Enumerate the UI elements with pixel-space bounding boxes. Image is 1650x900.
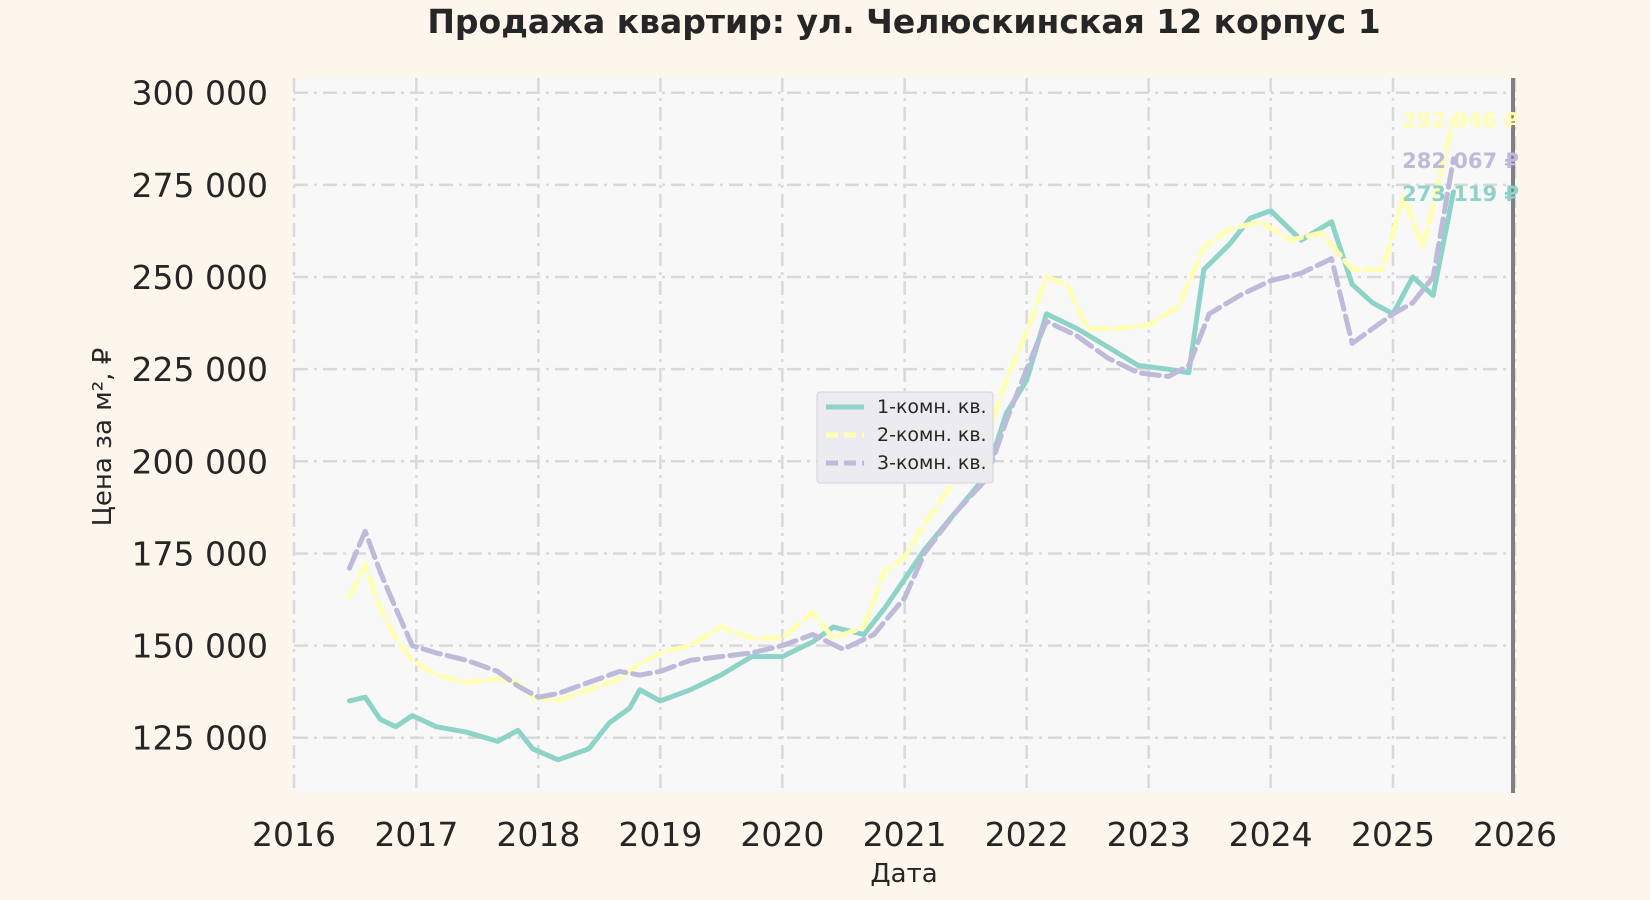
series-end-label: 273 119 ₽ — [1402, 182, 1519, 206]
series-end-label: 282 067 ₽ — [1402, 149, 1519, 173]
y-tick-label: 150 000 — [132, 627, 268, 666]
x-tick-label: 2022 — [985, 815, 1069, 854]
y-tick-label: 175 000 — [132, 534, 268, 573]
legend-label: 3-комн. кв. — [877, 452, 987, 474]
y-axis: 125 000 150 000 175 000 200 000 225 000 250 0… — [132, 74, 268, 758]
chart-title: Продажа квартир: ул. Челюскинская 12 кор… — [427, 2, 1380, 41]
x-tick-label: 2021 — [863, 815, 947, 854]
legend-label: 1-комн. кв. — [877, 396, 987, 418]
y-tick-label: 250 000 — [132, 258, 268, 297]
x-tick-label: 2019 — [618, 815, 702, 854]
series-line-2 — [347, 116, 1456, 704]
series-line-3 — [347, 156, 1456, 700]
legend-box — [816, 391, 994, 484]
x-tick-label: 2020 — [740, 815, 824, 854]
legend: 1-комн. кв. 2-комн. кв. 3-комн. кв. — [816, 391, 994, 484]
y-tick-label: 125 000 — [132, 719, 268, 758]
y-tick-label: 275 000 — [132, 166, 268, 205]
y-tick-label: 300 000 — [132, 74, 268, 113]
x-tick-label: 2017 — [374, 815, 458, 854]
x-axis: 2016 2017 2018 2019 2020 2021 2022 2023 2024 2025… — [252, 815, 1557, 854]
x-tick-label: 2025 — [1351, 815, 1435, 854]
series-line-1 — [347, 189, 1456, 763]
y-tick-label: 225 000 — [132, 350, 268, 389]
x-tick-label: 2018 — [496, 815, 580, 854]
x-tick-label: 2023 — [1107, 815, 1191, 854]
x-tick-label: 2024 — [1229, 815, 1313, 854]
y-axis-label: Цена за м², ₽ — [88, 348, 118, 527]
series-lines — [347, 116, 1456, 763]
y-tick-label: 200 000 — [132, 442, 268, 481]
x-tick-label: 2026 — [1473, 815, 1557, 854]
legend-label: 2-комн. кв. — [877, 424, 987, 446]
x-tick-label: 2016 — [252, 815, 336, 854]
end-labels: 273 119 ₽ 292 946 ₽ 282 067 ₽ — [1402, 109, 1519, 206]
x-axis-label: Дата — [870, 859, 937, 889]
series-end-label: 292 946 ₽ — [1402, 109, 1519, 133]
